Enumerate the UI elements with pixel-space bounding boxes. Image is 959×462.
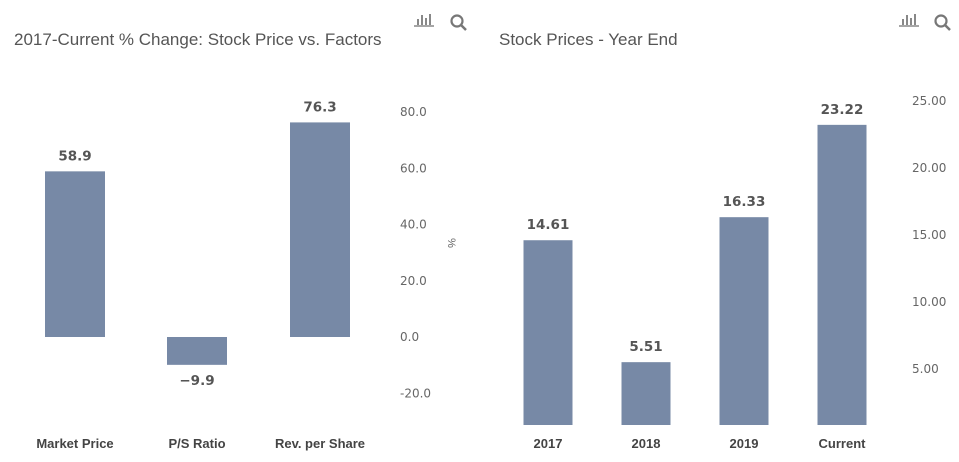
chart1-search-icon[interactable] [450, 14, 467, 31]
chart1-bar [45, 171, 105, 337]
chart2-ytick: 20.00 [912, 161, 946, 175]
chart1-category-label: Market Price [36, 436, 113, 451]
chart2-bar [621, 362, 671, 425]
chart1-data-label: 58.9 [58, 148, 91, 164]
chart1-ytick: 80.0 [400, 105, 427, 119]
chart2-category-label: 2018 [632, 436, 661, 451]
chart1-ylabel: % [445, 238, 457, 248]
chart1-bar [290, 122, 350, 337]
chart1-data-label: 76.3 [303, 99, 336, 115]
chart1-ytick: 60.0 [400, 161, 427, 175]
chart1-data-label: −9.9 [179, 373, 214, 389]
chart1-category-label: P/S Ratio [168, 436, 225, 451]
chart2-ytick: 10.00 [912, 295, 946, 309]
chart1-category-label: Rev. per Share [275, 436, 365, 451]
chart2-ytick: 5.00 [912, 362, 939, 376]
chart2-bar [817, 124, 867, 426]
chart2-search-icon[interactable] [934, 14, 951, 31]
chart2-data-label: 16.33 [723, 194, 766, 210]
chart2-bar-chart-icon[interactable] [899, 14, 919, 27]
chart1-ytick: 0.0 [400, 330, 419, 344]
chart1-ytick: -20.0 [400, 386, 431, 400]
chart2-bar [523, 240, 573, 425]
chart1-bar-chart-icon[interactable] [414, 14, 434, 27]
chart2-bar [719, 217, 769, 425]
chart2-data-label: 5.51 [629, 339, 662, 355]
chart2-category-label: Current [819, 436, 867, 451]
chart2-ytick: 25.00 [912, 94, 946, 108]
chart2-category-label: 2019 [730, 436, 759, 451]
chart1-bar [167, 337, 227, 365]
chart2-title: Stock Prices - Year End [499, 30, 678, 49]
chart2-category-label: 2017 [534, 436, 563, 451]
chart2-data-label: 23.22 [821, 102, 864, 118]
chart1-title: 2017-Current % Change: Stock Price vs. F… [14, 30, 382, 49]
chart1-ytick: 40.0 [400, 218, 427, 232]
chart1-ytick: 20.0 [400, 274, 427, 288]
chart2-ytick: 15.00 [912, 228, 946, 242]
chart2-data-label: 14.61 [527, 217, 570, 233]
